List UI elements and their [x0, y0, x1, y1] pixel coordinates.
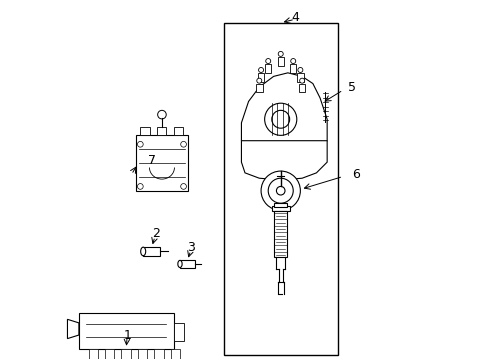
Text: 7: 7 — [148, 154, 156, 167]
Circle shape — [261, 171, 300, 210]
Bar — [79, 313, 173, 348]
Bar — [274, 211, 287, 257]
Circle shape — [259, 67, 264, 72]
Ellipse shape — [178, 260, 182, 267]
Circle shape — [181, 141, 186, 147]
Bar — [272, 206, 290, 211]
Polygon shape — [68, 319, 79, 339]
Bar — [258, 73, 264, 82]
Circle shape — [291, 59, 296, 64]
Bar — [290, 64, 296, 73]
Bar — [154, 348, 164, 359]
Ellipse shape — [141, 247, 146, 256]
Text: 5: 5 — [348, 81, 356, 94]
Circle shape — [272, 111, 290, 128]
Bar — [105, 348, 114, 359]
Circle shape — [300, 78, 305, 83]
Text: 4: 4 — [291, 11, 299, 24]
Bar — [138, 348, 147, 359]
Bar — [256, 84, 263, 93]
Polygon shape — [242, 141, 327, 180]
Bar — [174, 127, 183, 135]
Bar — [143, 247, 160, 256]
Text: 3: 3 — [188, 241, 196, 255]
Bar — [136, 135, 188, 191]
Circle shape — [265, 103, 297, 135]
Text: 6: 6 — [352, 168, 360, 181]
Circle shape — [257, 78, 262, 83]
Bar — [140, 127, 149, 135]
Bar — [157, 127, 167, 135]
Circle shape — [276, 186, 285, 195]
Circle shape — [266, 59, 270, 64]
Bar — [265, 64, 271, 73]
Circle shape — [278, 51, 283, 57]
Text: 2: 2 — [152, 227, 160, 240]
Bar — [173, 323, 184, 342]
Circle shape — [181, 184, 186, 189]
Bar — [299, 84, 305, 93]
Circle shape — [158, 111, 166, 119]
Circle shape — [268, 178, 293, 203]
Circle shape — [138, 141, 143, 147]
Circle shape — [298, 67, 303, 72]
Bar — [171, 348, 180, 359]
Bar — [277, 57, 284, 66]
Bar — [274, 203, 287, 207]
Bar — [223, 23, 338, 355]
Text: 1: 1 — [123, 329, 131, 342]
Circle shape — [138, 184, 143, 189]
Bar — [122, 348, 131, 359]
Polygon shape — [242, 73, 327, 162]
Bar — [89, 348, 98, 359]
Bar — [297, 73, 304, 82]
Bar — [180, 260, 195, 267]
